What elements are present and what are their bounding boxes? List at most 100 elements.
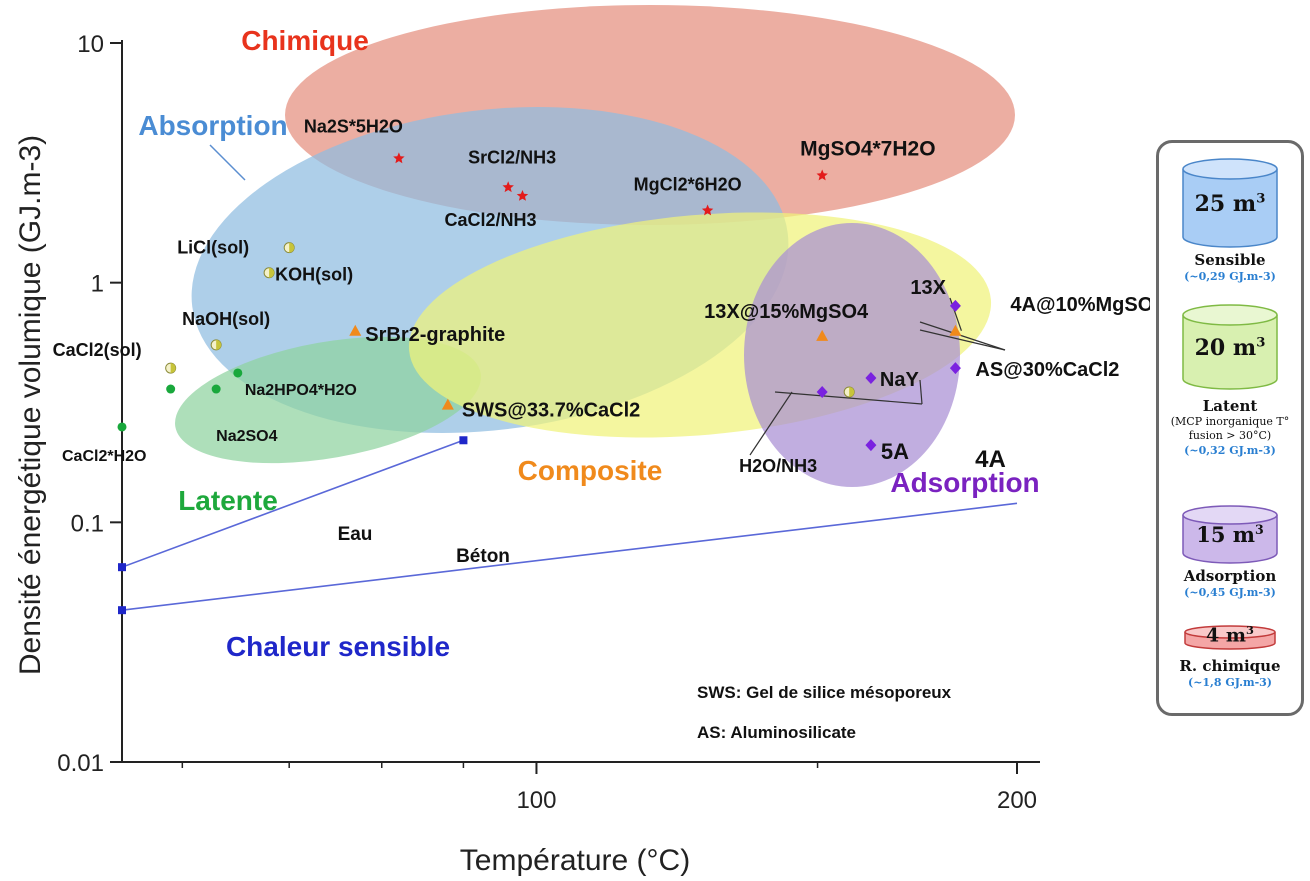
region-latente: [175, 336, 481, 464]
marker-sws-33-7-cacl2: [441, 398, 454, 410]
region-label-composite: Composite: [518, 455, 663, 486]
line-label-eau: Eau: [338, 524, 373, 545]
marker-b-ton-start: [118, 606, 126, 615]
y-ticks: 0.01 0.1 1 10: [57, 31, 122, 777]
y-tick-label: 0.1: [71, 510, 104, 537]
region-label-latente: Latente: [178, 485, 278, 516]
region-label-absorption: Absorption: [138, 110, 287, 141]
note-sws: SWS: Gel de silice mésoporeux: [697, 683, 952, 702]
cylinder-latent-icon: [1182, 304, 1278, 390]
label-as-30-cacl2: AS@30%CaCl2: [975, 359, 1119, 381]
storage-density-sensible: (~0,29 GJ.m-3): [1184, 270, 1276, 283]
axes: 100 200 0.01 0.1 1 10 Température (°C) Densi…: [14, 31, 1040, 877]
leader-as-2: [919, 321, 1006, 351]
y-tick-label: 1: [91, 271, 104, 298]
label-na2so4: Na2SO4: [216, 428, 277, 445]
line-label-beton: Béton: [456, 546, 510, 567]
absorption-pointer: [209, 144, 246, 181]
storage-volume-panel: 25 m3 Sensible (~0,29 GJ.m-3) 20 m3 Late…: [1156, 140, 1304, 716]
leader-lines: [749, 297, 1006, 456]
marker-13x-15-mgso4: [816, 329, 829, 341]
region-adsorption: [744, 223, 960, 487]
marker-nay: [865, 372, 877, 385]
label-na2hpo4-h2o: Na2HPO4*H2O: [245, 382, 357, 399]
marker-eau-end: [459, 436, 468, 445]
volume-latent: 20 m3: [1194, 335, 1266, 361]
label-h2o-nh3: H2O/NH3: [739, 456, 817, 476]
line-b-ton: [121, 502, 1018, 611]
notes: SWS: Gel de silice mésoporeux AS: Alumin…: [697, 683, 952, 742]
label-4a: 4A: [975, 446, 1006, 473]
marker-4a-10-mgso4: [949, 324, 962, 336]
region-labels: Chimique Absorption Composite Adsorption…: [138, 25, 1039, 662]
cylinder-chimique: 4 m3: [1181, 623, 1279, 651]
data-marks: [117, 152, 962, 615]
label-cacl2-nh3: CaCl2/NH3: [444, 210, 536, 230]
x-tick-label: 100: [516, 787, 556, 814]
marker-cacl2-sol: [165, 362, 177, 374]
marker-4a: [816, 385, 828, 398]
label-srcl2-nh3: SrCl2/NH3: [468, 147, 556, 167]
marker-latente-3: [166, 384, 176, 394]
region-label-chaleur-sensible: Chaleur sensible: [226, 631, 450, 662]
leader-h2o-nh3: [749, 391, 793, 456]
cylinder-latent: 20 m3: [1181, 303, 1279, 391]
storage-chimique: 4 m3 R. chimique (~1,8 GJ.m-3): [1159, 623, 1301, 690]
cylinder-adsorption: 15 m3: [1181, 505, 1279, 565]
region-label-adsorption: Adsorption: [890, 467, 1039, 498]
marker-mgso4-7h2o: [816, 169, 828, 181]
leader-4a: [774, 391, 923, 405]
storage-name-chimique: R. chimique: [1179, 657, 1281, 675]
storage-latent: 20 m3 Latent (MCP inorganique T° fusion …: [1159, 303, 1301, 458]
marker-koh-sol: [263, 267, 275, 279]
label-licl-sol: LiCl(sol): [177, 238, 249, 258]
label-mgcl2-6h2o: MgCl2*6H2O: [634, 175, 742, 195]
marker-licl-sol: [283, 242, 295, 254]
storage-sensible: 25 m3 Sensible (~0,29 GJ.m-3): [1159, 157, 1301, 284]
storage-desc-latent: (MCP inorganique T° fusion > 30°C): [1170, 415, 1290, 442]
leader-4a-2: [919, 379, 923, 405]
leader-4a-10-mgso4: [949, 297, 962, 331]
label-na2s-5h2o: Na2S*5H2O: [304, 116, 403, 136]
label-naoh-sol: NaOH(sol): [182, 309, 270, 329]
cylinder-chimique-icon: [1184, 625, 1276, 650]
y-tick-label: 10: [77, 31, 104, 58]
marker-eau-start: [118, 563, 126, 572]
marker-5a: [865, 439, 877, 452]
y-axis-title: Densité énergétique volumique (GJ.m-3): [14, 135, 47, 675]
note-as: AS: Aluminosilicate: [697, 723, 856, 742]
volume-sensible: 25 m3: [1194, 191, 1266, 217]
marker-srcl2-nh3: [502, 181, 514, 193]
marker-na2s-5h2o: [393, 152, 405, 164]
marker-naoh-sol: [210, 339, 222, 351]
label-13x: 13X: [910, 277, 946, 299]
sensible-lines: [121, 439, 1018, 611]
marker-cacl2-h2o: [117, 422, 127, 432]
cylinder-sensible-icon: [1182, 158, 1278, 248]
label-4a-10-mgso4: 4A@10%MgSO4: [1010, 294, 1150, 316]
storage-density-chimique: (~1,8 GJ.m-3): [1187, 676, 1273, 689]
marker-cacl2-nh3: [516, 190, 529, 201]
y-tick-label: 0.01: [57, 750, 104, 777]
volume-chimique: 4 m3: [1206, 623, 1254, 647]
cylinder-adsorption-icon: [1182, 505, 1278, 564]
energy-density-chart: 100 200 0.01 0.1 1 10 Température (°C) Densi…: [14, 5, 1150, 877]
storage-name-adsorption: Adsorption: [1183, 567, 1277, 585]
storage-name-sensible: Sensible: [1194, 251, 1266, 269]
label-13x-15-mgso4: 13X@15%MgSO4: [704, 301, 869, 323]
leader-as-30-cacl2: [919, 329, 1006, 351]
label-cacl2-h2o: CaCl2*H2O: [62, 448, 146, 465]
label-sws-33-7-cacl2: SWS@33.7%CaCl2: [462, 400, 640, 422]
marker-h2o-nh3-half: [849, 386, 855, 397]
label-5a: 5A: [881, 439, 909, 464]
marker-13x: [949, 299, 961, 312]
cylinder-sensible: 25 m3: [1181, 157, 1279, 249]
volume-adsorption: 15 m3: [1196, 522, 1264, 547]
x-ticks: 100 200: [181, 762, 1037, 814]
label-srbr2-graphite: SrBr2-graphite: [365, 324, 505, 346]
x-tick-label: 200: [997, 787, 1037, 814]
storage-adsorption: 15 m3 Adsorption (~0,45 GJ.m-3): [1159, 505, 1301, 600]
line-eau: [121, 439, 464, 568]
regions: [175, 5, 1015, 487]
marker-h2o-nh3: [843, 386, 855, 398]
